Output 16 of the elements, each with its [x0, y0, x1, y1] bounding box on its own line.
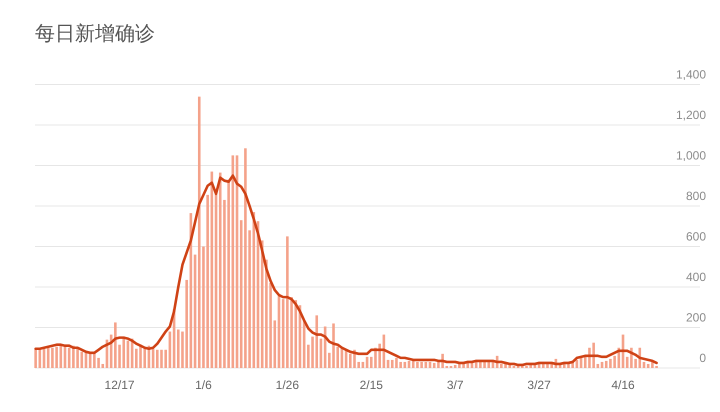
x-tick-label: 1/26	[276, 378, 300, 392]
y-tick-label: 800	[686, 189, 706, 203]
y-tick-label: 0	[699, 351, 706, 365]
x-tick-label: 4/16	[611, 378, 636, 392]
chart-title: 每日新增确诊	[35, 23, 155, 45]
x-tick-label: 1/6	[195, 378, 212, 392]
y-tick-label: 1,200	[676, 108, 706, 122]
y-tick-label: 1,400	[676, 68, 706, 82]
y-tick-label: 200	[686, 310, 706, 324]
x-tick-label: 2/15	[360, 378, 384, 392]
x-tick-label: 12/17	[104, 378, 135, 392]
y-tick-label: 600	[686, 230, 706, 244]
x-tick-label: 3/27	[527, 378, 552, 392]
y-tick-label: 1,000	[676, 148, 706, 162]
y-tick-label: 400	[686, 270, 706, 284]
x-tick-label: 3/7	[446, 378, 464, 392]
